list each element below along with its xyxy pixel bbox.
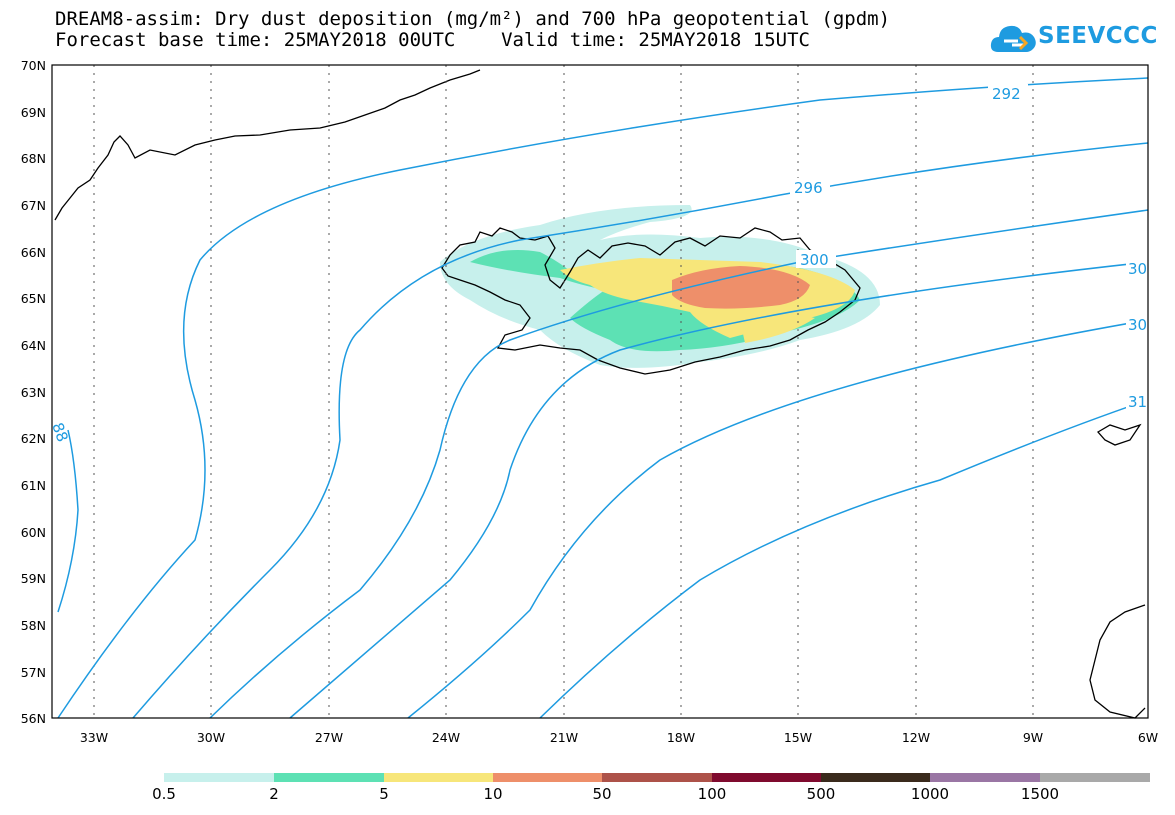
lat-label: 67N (21, 198, 46, 213)
lat-label: 69N (21, 105, 46, 120)
legend-label: 1000 (910, 785, 950, 803)
lon-label: 12W (902, 730, 930, 745)
latitude-axis: 70N 69N 68N 67N 66N 65N 64N 63N 62N 61N … (21, 58, 46, 726)
lon-label: 15W (784, 730, 812, 745)
legend-label: 100 (697, 785, 727, 803)
legend-swatch (384, 773, 493, 782)
contour-labels: 292 296 300 30 30 31 88 (48, 84, 1148, 444)
legend-swatch (602, 773, 712, 782)
contour-label: 292 (992, 85, 1021, 103)
greenland-coast (54, 69, 481, 221)
lat-label: 62N (21, 431, 46, 446)
contour-line (289, 261, 1149, 719)
coastlines (54, 69, 1146, 719)
lat-label: 63N (21, 385, 46, 400)
lat-label: 57N (21, 665, 46, 680)
chart-subtitle: Forecast base time: 25MAY2018 00UTC Vali… (55, 29, 810, 51)
lon-label: 33W (80, 730, 108, 745)
lat-label: 58N (21, 618, 46, 633)
lat-label: 60N (21, 525, 46, 540)
contour-label: 296 (794, 179, 823, 197)
legend-label: 5 (379, 785, 389, 803)
lat-label: 66N (21, 245, 46, 260)
lon-label: 9W (1023, 730, 1043, 745)
contour-line (57, 429, 79, 613)
lon-label: 18W (667, 730, 695, 745)
legend-swatch (930, 773, 1040, 782)
contour-line (407, 319, 1149, 719)
contour-label: 88 (48, 420, 71, 444)
geopotential-contours (57, 77, 1149, 719)
lon-label: 6W (1138, 730, 1158, 745)
lat-label: 59N (21, 571, 46, 586)
contour-line (209, 209, 1149, 719)
lat-label: 61N (21, 478, 46, 493)
cloud-icon (990, 25, 1036, 52)
lat-label: 56N (21, 711, 46, 726)
legend-swatch (493, 773, 602, 782)
lon-label: 30W (197, 730, 225, 745)
legend-label: 50 (592, 785, 612, 803)
map-gridlines (93, 65, 1034, 718)
contour-label: 30 (1128, 316, 1147, 334)
lat-label: 65N (21, 291, 46, 306)
contour-label: 30 (1128, 260, 1147, 278)
lon-label: 24W (432, 730, 460, 745)
lat-label: 64N (21, 338, 46, 353)
contour-line (57, 77, 1149, 719)
legend-swatch (1040, 773, 1150, 782)
legend-colorbar (164, 773, 1150, 782)
iceland-coast (441, 227, 861, 375)
longitude-axis: 33W 30W 27W 24W 21W 18W 15W 12W 9W 6W (80, 730, 1158, 745)
legend-label: 2 (269, 785, 279, 803)
lon-label: 27W (315, 730, 343, 745)
legend-label: 1500 (1020, 785, 1060, 803)
chart-title: DREAM8-assim: Dry dust deposition (mg/m²… (55, 8, 891, 30)
legend-label: 10 (483, 785, 503, 803)
lat-label: 68N (21, 151, 46, 166)
contour-label: 31 (1128, 393, 1147, 411)
seevccc-logo: SEEVCCC (990, 18, 1170, 60)
contour-line (132, 142, 1149, 719)
map-frame (51, 64, 1149, 719)
legend-label: 500 (806, 785, 836, 803)
faroe-islands (1096, 423, 1142, 446)
lon-label: 21W (550, 730, 578, 745)
legend-swatch (164, 773, 274, 782)
lat-label: 70N (21, 58, 46, 73)
logo-text: SEEVCCC (1038, 23, 1158, 49)
scotland-coast (1089, 604, 1146, 719)
legend-swatch (821, 773, 930, 782)
legend-label: 0.5 (152, 785, 176, 803)
legend-swatch (712, 773, 821, 782)
contour-line (539, 399, 1149, 719)
legend-swatch (274, 773, 384, 782)
contour-label: 300 (800, 251, 829, 269)
